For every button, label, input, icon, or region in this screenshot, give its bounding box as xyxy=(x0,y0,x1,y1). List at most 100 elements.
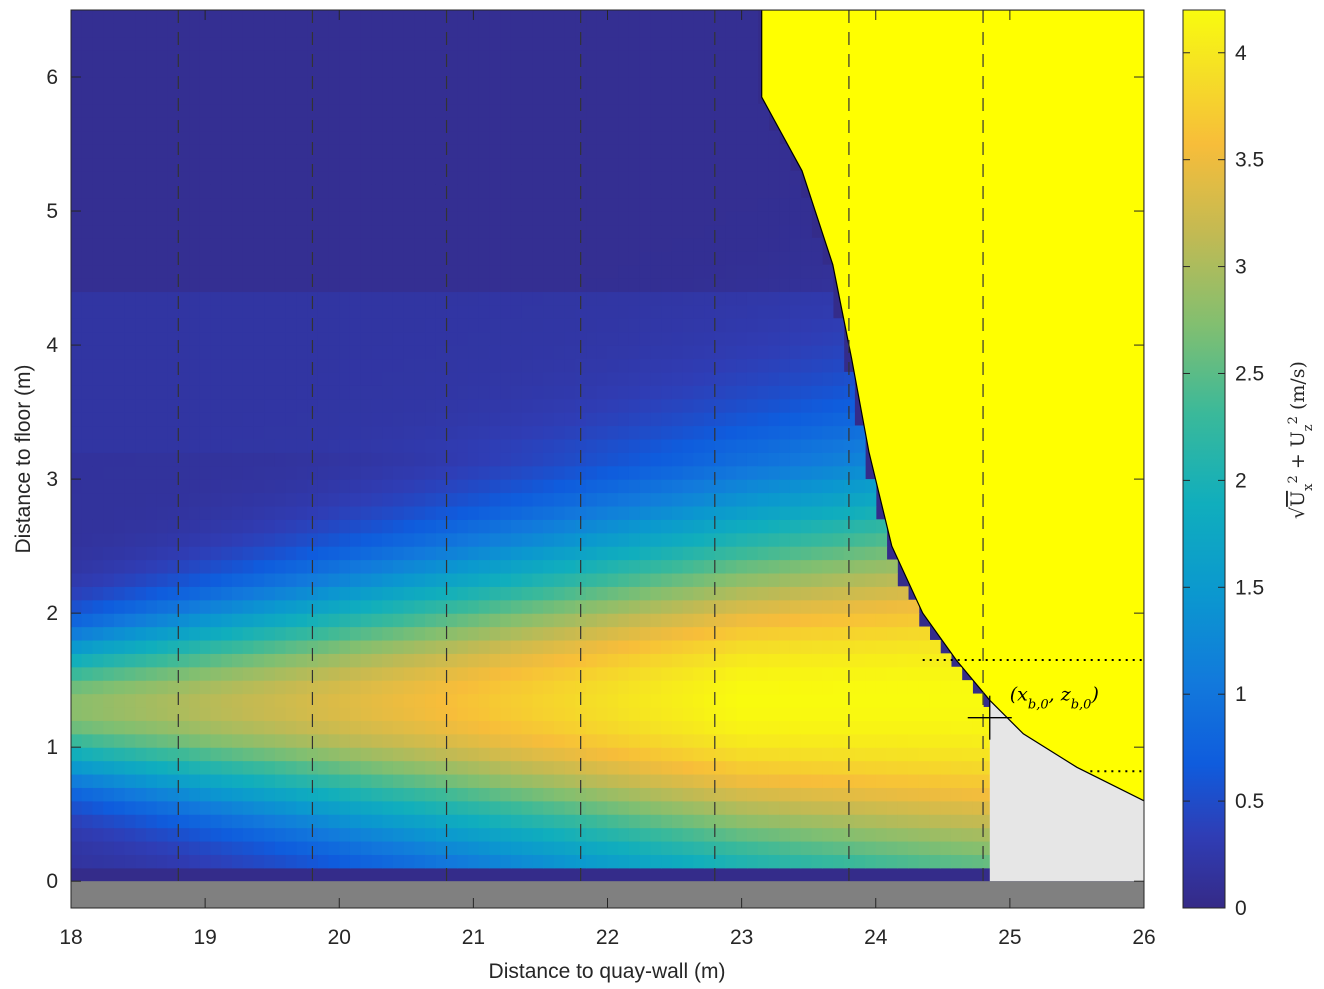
velocity-cell xyxy=(564,519,576,534)
velocity-cell xyxy=(199,479,212,494)
velocity-cell xyxy=(865,814,877,829)
velocity-cell xyxy=(156,77,169,92)
velocity-cell xyxy=(832,639,845,654)
velocity-cell xyxy=(564,237,576,252)
velocity-cell xyxy=(478,479,491,494)
velocity-cell xyxy=(435,170,448,185)
velocity-cell xyxy=(553,398,566,413)
velocity-cell xyxy=(92,800,104,815)
velocity-cell xyxy=(113,546,126,561)
velocity-cell xyxy=(253,626,265,641)
velocity-cell xyxy=(822,613,834,628)
velocity-cell xyxy=(822,626,834,641)
velocity-cell xyxy=(575,706,587,721)
velocity-cell xyxy=(618,720,630,735)
velocity-cell xyxy=(403,211,415,226)
velocity-cell xyxy=(510,77,523,92)
velocity-cell xyxy=(360,264,373,279)
velocity-cell xyxy=(371,465,383,480)
velocity-cell xyxy=(446,599,458,614)
velocity-cell xyxy=(285,760,297,775)
velocity-cell xyxy=(628,264,641,279)
velocity-cell xyxy=(671,814,684,829)
velocity-cell xyxy=(146,599,158,614)
velocity-cell xyxy=(586,23,598,38)
velocity-cell xyxy=(317,827,330,842)
velocity-cell xyxy=(822,505,834,520)
velocity-cell xyxy=(349,626,362,641)
velocity-cell xyxy=(725,371,737,386)
velocity-cell xyxy=(628,639,641,654)
velocity-cell xyxy=(564,264,576,279)
velocity-cell xyxy=(854,733,866,748)
velocity-cell xyxy=(446,532,458,547)
velocity-cell xyxy=(950,666,963,681)
velocity-cell xyxy=(510,680,523,695)
velocity-cell xyxy=(71,278,83,293)
velocity-cell xyxy=(71,385,83,400)
velocity-cell xyxy=(779,666,791,681)
velocity-cell xyxy=(92,10,104,11)
velocity-cell xyxy=(403,371,415,386)
velocity-cell xyxy=(607,532,619,547)
velocity-cell xyxy=(757,385,770,400)
velocity-cell xyxy=(156,720,169,735)
velocity-cell xyxy=(822,599,834,614)
velocity-cell xyxy=(779,693,791,708)
velocity-cell xyxy=(425,50,437,65)
velocity-cell xyxy=(586,318,598,333)
velocity-cell xyxy=(242,666,255,681)
velocity-cell xyxy=(596,412,609,427)
velocity-cell xyxy=(854,800,866,815)
velocity-cell xyxy=(682,814,694,829)
velocity-cell xyxy=(360,278,373,293)
velocity-cell xyxy=(425,706,437,721)
velocity-cell xyxy=(178,680,190,695)
velocity-cell xyxy=(339,358,351,373)
velocity-cell xyxy=(618,398,630,413)
velocity-cell xyxy=(178,546,190,561)
velocity-cell xyxy=(983,747,995,762)
velocity-cell xyxy=(714,599,727,614)
velocity-cell xyxy=(156,505,169,520)
velocity-cell xyxy=(360,693,373,708)
velocity-cell xyxy=(972,840,984,855)
velocity-cell xyxy=(296,425,308,440)
velocity-cell xyxy=(414,559,426,574)
velocity-cell xyxy=(800,693,812,708)
velocity-cell xyxy=(521,747,533,762)
velocity-cell xyxy=(768,224,780,239)
velocity-cell xyxy=(553,854,566,869)
velocity-cell xyxy=(575,639,587,654)
velocity-cell xyxy=(639,773,652,788)
velocity-cell xyxy=(489,90,501,105)
velocity-cell xyxy=(231,50,244,65)
velocity-cell xyxy=(650,720,662,735)
velocity-cell xyxy=(521,706,533,721)
velocity-cell xyxy=(500,787,512,802)
velocity-cell xyxy=(607,157,619,172)
velocity-cell xyxy=(950,787,963,802)
velocity-cell xyxy=(339,800,351,815)
velocity-cell xyxy=(167,572,179,587)
velocity-cell xyxy=(704,331,716,346)
velocity-cell xyxy=(543,117,555,132)
velocity-cell xyxy=(296,532,308,547)
velocity-cell xyxy=(189,733,201,748)
velocity-cell xyxy=(757,492,770,507)
velocity-cell xyxy=(693,291,705,306)
velocity-cell xyxy=(371,492,383,507)
velocity-cell xyxy=(521,371,533,386)
velocity-cell xyxy=(457,773,469,788)
velocity-cell xyxy=(500,840,512,855)
velocity-cell xyxy=(500,693,512,708)
velocity-cell xyxy=(285,184,297,199)
velocity-cell xyxy=(178,103,190,118)
velocity-cell xyxy=(693,546,705,561)
velocity-cell xyxy=(704,103,716,118)
velocity-cell xyxy=(71,733,83,748)
velocity-cell xyxy=(564,465,576,480)
velocity-cell xyxy=(714,639,727,654)
velocity-cell xyxy=(714,519,727,534)
velocity-cell xyxy=(586,117,598,132)
